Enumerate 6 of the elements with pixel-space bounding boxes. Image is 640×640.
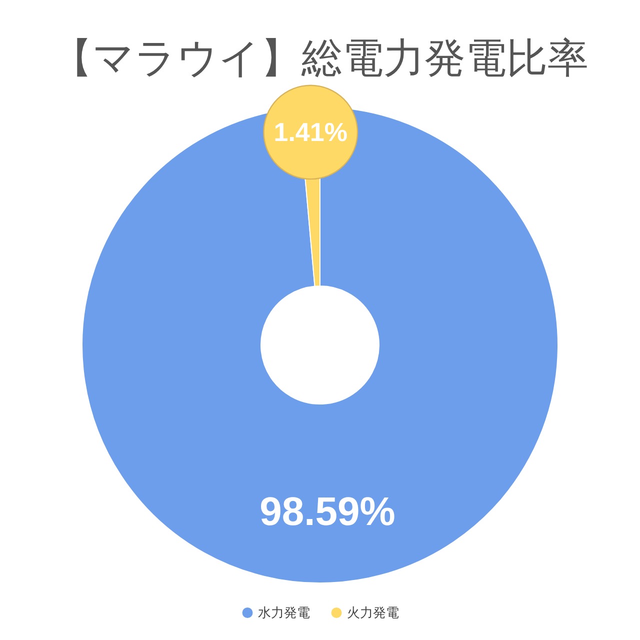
- legend-label: 火力発電: [347, 604, 399, 620]
- donut-slice: [82, 106, 558, 584]
- data-label: 98.59%: [260, 490, 396, 534]
- legend-label: 水力発電: [258, 604, 310, 620]
- data-label: 1.41%: [274, 117, 348, 148]
- chart-title: 【マラウイ】総電力発電比率: [52, 35, 588, 81]
